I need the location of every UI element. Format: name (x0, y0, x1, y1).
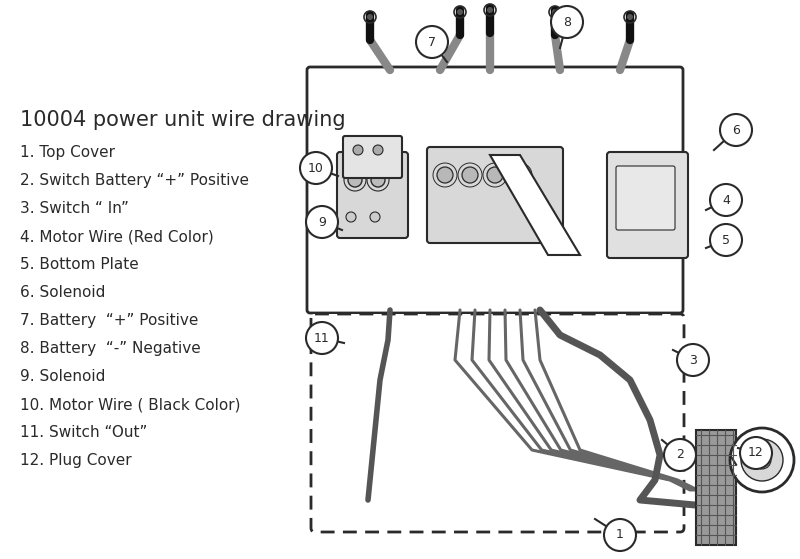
Circle shape (710, 224, 742, 256)
Circle shape (367, 14, 373, 20)
FancyBboxPatch shape (311, 314, 684, 532)
Circle shape (627, 14, 633, 20)
Text: 2: 2 (676, 448, 684, 462)
Circle shape (346, 212, 356, 222)
Text: 1. Top Cover: 1. Top Cover (20, 145, 115, 160)
Circle shape (710, 184, 742, 216)
Text: 6: 6 (732, 124, 740, 136)
Circle shape (677, 344, 709, 376)
Circle shape (753, 451, 771, 469)
Circle shape (604, 519, 636, 551)
Text: 12. Plug Cover: 12. Plug Cover (20, 453, 132, 468)
Circle shape (370, 212, 380, 222)
Circle shape (639, 192, 655, 208)
Text: 11. Switch “Out”: 11. Switch “Out” (20, 425, 147, 440)
Circle shape (371, 173, 385, 187)
Circle shape (740, 437, 772, 469)
Text: 10004 power unit wire drawing: 10004 power unit wire drawing (20, 110, 346, 130)
Text: 9. Solenoid: 9. Solenoid (20, 369, 106, 384)
FancyBboxPatch shape (343, 136, 402, 178)
Circle shape (416, 26, 448, 58)
Text: 9: 9 (318, 216, 326, 229)
Circle shape (487, 7, 493, 13)
Text: 3. Switch “ In”: 3. Switch “ In” (20, 201, 129, 216)
Circle shape (720, 114, 752, 146)
Circle shape (306, 322, 338, 354)
Circle shape (741, 439, 783, 481)
Circle shape (306, 206, 338, 238)
Text: 12: 12 (748, 447, 764, 459)
Circle shape (300, 152, 332, 184)
Text: 4. Motor Wire (Red Color): 4. Motor Wire (Red Color) (20, 229, 214, 244)
FancyBboxPatch shape (616, 166, 675, 230)
Text: 11: 11 (314, 331, 330, 344)
Text: 4: 4 (722, 193, 730, 206)
Circle shape (730, 428, 794, 492)
Circle shape (551, 6, 583, 38)
Bar (696, 430, 736, 545)
Circle shape (373, 145, 383, 155)
Polygon shape (490, 155, 580, 255)
Text: 1: 1 (616, 528, 624, 542)
FancyBboxPatch shape (307, 67, 683, 313)
Text: 8. Battery  “-” Negative: 8. Battery “-” Negative (20, 341, 201, 356)
Text: 6. Solenoid: 6. Solenoid (20, 285, 106, 300)
Text: 5: 5 (722, 234, 730, 247)
Circle shape (457, 9, 463, 15)
Circle shape (552, 9, 558, 15)
FancyBboxPatch shape (607, 152, 688, 258)
Text: 10. Motor Wire ( Black Color): 10. Motor Wire ( Black Color) (20, 397, 241, 412)
Circle shape (487, 167, 503, 183)
Circle shape (437, 167, 453, 183)
Text: 7: 7 (428, 36, 436, 49)
Circle shape (353, 145, 363, 155)
Text: 5. Bottom Plate: 5. Bottom Plate (20, 257, 138, 272)
Text: 10: 10 (308, 162, 324, 174)
Circle shape (348, 173, 362, 187)
Circle shape (512, 167, 528, 183)
Text: 2. Switch Battery “+” Positive: 2. Switch Battery “+” Positive (20, 173, 249, 188)
FancyBboxPatch shape (427, 147, 563, 243)
Circle shape (462, 167, 478, 183)
Text: 8: 8 (563, 16, 571, 29)
Text: 7. Battery  “+” Positive: 7. Battery “+” Positive (20, 313, 198, 328)
Circle shape (664, 439, 696, 471)
FancyBboxPatch shape (337, 152, 408, 238)
Text: 3: 3 (689, 353, 697, 367)
